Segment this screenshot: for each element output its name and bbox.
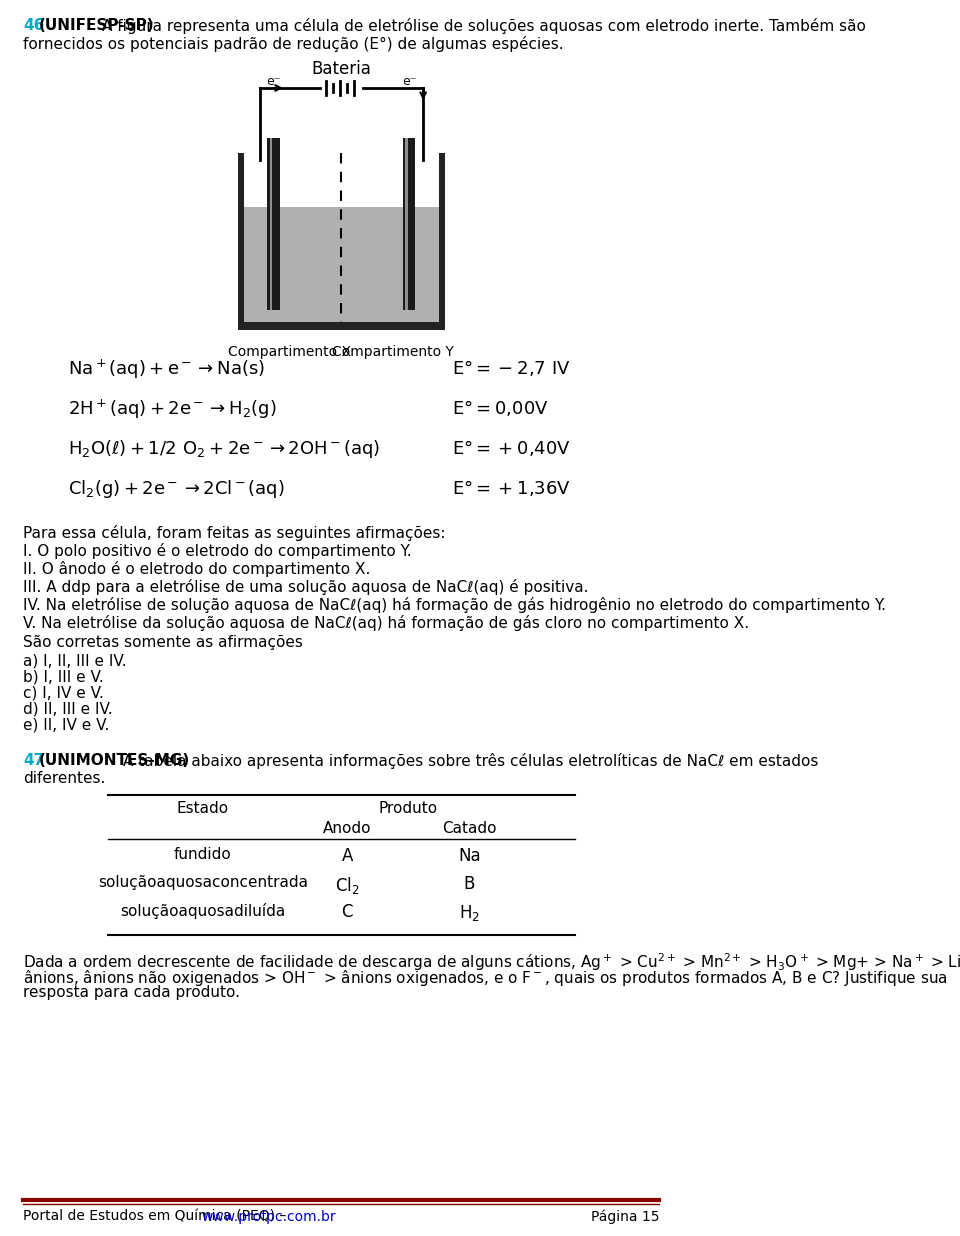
Text: Bateria: Bateria <box>311 61 372 78</box>
Text: 47: 47 <box>23 753 45 768</box>
Text: Dada a ordem decrescente de facilidade de descarga de alguns cátions, Ag$^+$ > C: Dada a ordem decrescente de facilidade d… <box>23 950 960 973</box>
Text: $\mathrm{E°= +0{,}40V}$: $\mathrm{E°= +0{,}40V}$ <box>451 438 570 459</box>
Text: São corretas somente as afirmações: São corretas somente as afirmações <box>23 635 303 650</box>
Text: d) II, III e IV.: d) II, III e IV. <box>23 701 113 716</box>
Bar <box>268 138 280 310</box>
Text: C: C <box>342 904 353 921</box>
Text: Na: Na <box>458 847 481 865</box>
Text: 46: 46 <box>23 19 45 33</box>
Text: $\mathrm{2H^+(aq) + 2e^- \rightarrow H_2(g)}$: $\mathrm{2H^+(aq) + 2e^- \rightarrow H_2… <box>67 398 276 421</box>
Text: V. Na eletrólise da solução aquosa de NaCℓ(aq) há formação de gás cloro no compa: V. Na eletrólise da solução aquosa de Na… <box>23 616 750 632</box>
Text: $\mathrm{H_2O(\ell) + 1/2\ O_2 + 2e^- \rightarrow 2OH^-(aq)}$: $\mathrm{H_2O(\ell) + 1/2\ O_2 + 2e^- \r… <box>67 438 379 460</box>
Text: Cl$_2$: Cl$_2$ <box>335 875 359 896</box>
Text: c) I, IV e V.: c) I, IV e V. <box>23 685 105 700</box>
Text: $\mathrm{Na^+(aq) + e^- \rightarrow Na(s)}$: $\mathrm{Na^+(aq) + e^- \rightarrow Na(s… <box>67 358 264 381</box>
Text: II. O ânodo é o eletrodo do compartimento X.: II. O ânodo é o eletrodo do compartiment… <box>23 561 371 577</box>
Bar <box>244 208 439 323</box>
Text: $\mathrm{Cl_2(g) + 2e^- \rightarrow 2Cl^-(aq)}$: $\mathrm{Cl_2(g) + 2e^- \rightarrow 2Cl^… <box>67 478 284 501</box>
Text: b) I, III e V.: b) I, III e V. <box>23 669 105 684</box>
Text: III. A ddp para a eletrólise de uma solução aquosa de NaCℓ(aq) é positiva.: III. A ddp para a eletrólise de uma solu… <box>23 578 589 595</box>
Bar <box>238 153 444 330</box>
Text: Produto: Produto <box>378 801 438 816</box>
Text: Página 15: Página 15 <box>590 1210 660 1225</box>
Text: ânions, ânions não oxigenados > OH$^-$ > ânions oxigenados, e o F$^-$, quais os : ânions, ânions não oxigenados > OH$^-$ >… <box>23 968 948 988</box>
Text: $\mathrm{E°= -2{,}7\ IV}$: $\mathrm{E°= -2{,}7\ IV}$ <box>451 358 570 378</box>
Text: I. O polo positivo é o eletrodo do compartimento Y.: I. O polo positivo é o eletrodo do compa… <box>23 543 412 559</box>
Text: soluçãoaquosadiluída: soluçãoaquosadiluída <box>120 904 285 920</box>
Bar <box>244 153 439 208</box>
Text: a) I, II, III e IV.: a) I, II, III e IV. <box>23 653 127 667</box>
Bar <box>402 138 416 310</box>
Bar <box>270 138 273 310</box>
Text: $\mathrm{E°= +1{,}36V}$: $\mathrm{E°= +1{,}36V}$ <box>451 478 570 498</box>
Text: resposta para cada produto.: resposta para cada produto. <box>23 985 240 1000</box>
Bar <box>405 138 408 310</box>
Text: soluçãoaquosaconcentrada: soluçãoaquosaconcentrada <box>98 875 308 890</box>
Text: e⁻: e⁻ <box>401 75 416 88</box>
Text: e⁻: e⁻ <box>267 75 281 88</box>
Text: $\mathrm{E°= 0{,}00V}$: $\mathrm{E°= 0{,}00V}$ <box>451 398 548 418</box>
Text: (UNIFESP-SP): (UNIFESP-SP) <box>39 19 155 33</box>
Text: Portal de Estudos em Química (PEQ) –: Portal de Estudos em Química (PEQ) – <box>23 1210 291 1224</box>
Text: Para essa célula, foram feitas as seguintes afirmações:: Para essa célula, foram feitas as seguin… <box>23 525 446 541</box>
Text: Compartimento X: Compartimento X <box>228 345 351 358</box>
Text: Anodo: Anodo <box>323 821 372 836</box>
Text: A: A <box>342 847 352 865</box>
Text: IV. Na eletrólise de solução aquosa de NaCℓ(aq) há formação de gás hidrogênio no: IV. Na eletrólise de solução aquosa de N… <box>23 597 886 613</box>
Text: fornecidos os potenciais padrão de redução (E°) de algumas espécies.: fornecidos os potenciais padrão de reduç… <box>23 36 564 52</box>
Text: diferentes.: diferentes. <box>23 771 106 786</box>
Text: Compartimento Y: Compartimento Y <box>332 345 454 358</box>
Text: Catado: Catado <box>443 821 496 836</box>
Text: www.profpc.com.br: www.profpc.com.br <box>202 1210 336 1224</box>
Text: H$_2$: H$_2$ <box>459 904 480 923</box>
Text: A tabela abaixo apresenta informações sobre três células eletrolíticas de NaCℓ e: A tabela abaixo apresenta informações so… <box>123 753 819 769</box>
Text: fundido: fundido <box>174 847 231 861</box>
Text: Estado: Estado <box>177 801 228 816</box>
Text: (UNIMONTES-MG): (UNIMONTES-MG) <box>39 753 190 768</box>
Text: A figura representa uma célula de eletrólise de soluções aquosas com eletrodo in: A figura representa uma célula de eletró… <box>102 19 866 35</box>
Text: e) II, IV e V.: e) II, IV e V. <box>23 717 109 732</box>
Text: B: B <box>464 875 475 892</box>
